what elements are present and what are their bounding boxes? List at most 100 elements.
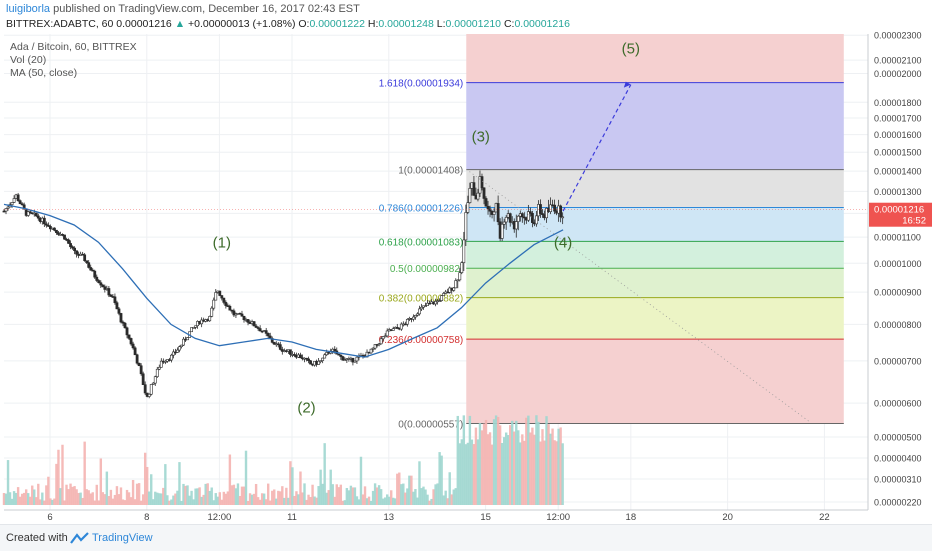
x-tick-label: 13 (384, 512, 395, 523)
candle-body (133, 347, 137, 356)
candle-body (55, 229, 58, 233)
volume-bar (53, 498, 56, 505)
candle-body (93, 270, 97, 278)
volume-bar (547, 424, 550, 505)
volume-bar (331, 484, 334, 505)
volume-bar (156, 492, 159, 505)
volume-bar (527, 415, 530, 505)
candle-body (190, 327, 193, 333)
candle-body (266, 333, 270, 337)
volume-bar (206, 483, 209, 505)
candle-body (113, 296, 117, 303)
candle-body (218, 290, 222, 296)
volume-bar (107, 496, 111, 505)
volume-bar (523, 440, 526, 505)
volume-bar (141, 494, 145, 505)
author-link[interactable]: luigiborla (6, 3, 51, 15)
candle-body (420, 306, 423, 310)
wave-label: (5) (622, 41, 640, 58)
volume-bar (388, 496, 391, 505)
candle-body (67, 239, 70, 244)
x-tick-label: 12:00 (208, 512, 232, 523)
volume-bar (511, 420, 514, 505)
candle-body (99, 282, 103, 286)
volume-bar (535, 415, 538, 505)
candle-body (163, 360, 167, 363)
volume-bar (398, 472, 401, 505)
candle-body (482, 187, 486, 199)
volume-bar (172, 495, 175, 505)
wave-label: (1) (213, 234, 231, 251)
drawings[interactable]: (1) (2) (3) (4) (5) (213, 41, 811, 423)
candle-body (119, 313, 123, 323)
volume-bar (494, 415, 498, 505)
volume-bar (277, 490, 280, 505)
candle-body (117, 308, 121, 314)
wave-label: (2) (297, 399, 315, 416)
candle-body (256, 327, 260, 329)
volume-bar (515, 420, 518, 505)
ohlc-line: BITTREX:ADABTC, 60 0.00001216 ▲ +0.00000… (6, 18, 570, 30)
volume-bar (347, 490, 351, 505)
volume-bar (204, 483, 207, 505)
volume-bar (168, 500, 171, 505)
candle-body (458, 272, 462, 281)
candle-body (428, 302, 431, 305)
volume-bar (29, 496, 32, 505)
candle-body (46, 224, 50, 227)
candle-body (351, 357, 355, 363)
candle-body (520, 213, 524, 218)
volume-bar (474, 427, 478, 505)
candle-body (369, 348, 373, 354)
candle-body (101, 284, 105, 288)
volume-bar (353, 487, 357, 505)
volume-bar (186, 485, 189, 505)
candle-body (276, 343, 280, 346)
candle-body (129, 338, 133, 345)
candle-body (172, 351, 175, 356)
last-price: 0.00001216 (116, 18, 172, 30)
volume-bar (264, 499, 268, 505)
candle-body (220, 295, 224, 299)
volume-bar (135, 483, 139, 505)
volume-bar (16, 487, 20, 505)
candle-body (44, 223, 48, 226)
volume-bar (164, 464, 167, 505)
y-tick-label: 0.00001100 (874, 233, 921, 243)
candle-body (186, 337, 189, 341)
volume-bar (444, 490, 447, 505)
volume-bar (184, 485, 187, 505)
volume-bar (379, 489, 383, 505)
volume-bar (260, 493, 264, 505)
volume-bar (357, 499, 361, 505)
volume-bar (448, 472, 451, 505)
volume-bar (355, 496, 359, 505)
candle-body (526, 211, 530, 221)
volume-bar (190, 490, 193, 505)
candle-body (414, 315, 417, 318)
candle-body (468, 188, 472, 203)
candle-body (254, 325, 258, 328)
volume-bar (325, 492, 328, 505)
volume-bar (63, 500, 66, 505)
volume-bar (297, 494, 300, 505)
tradingview-link[interactable]: TradingView (92, 532, 153, 544)
candle-body (339, 354, 343, 357)
volume-bar (91, 492, 94, 505)
low-label: L: (436, 18, 446, 30)
fibonacci-retracement[interactable]: 1.618(0.00001934) 1(0.00001408) 0.786(0.00… (379, 34, 844, 431)
candle-body (176, 349, 179, 353)
candle-body (83, 254, 87, 262)
volume-bar (293, 495, 296, 505)
volume-bar (79, 492, 82, 505)
volume-bar (345, 488, 349, 505)
volume-bar (115, 486, 119, 505)
y-tick-label: 0.00000500 (874, 433, 922, 443)
candle-body (337, 353, 341, 356)
candle-body (34, 212, 38, 217)
candle-body (377, 343, 381, 346)
volume-bar (39, 499, 42, 505)
volume-bar (51, 499, 54, 505)
candle-body (545, 208, 548, 219)
price-chart[interactable]: 1.618(0.00001934) 1(0.00001408) 0.786(0.00… (0, 0, 932, 524)
